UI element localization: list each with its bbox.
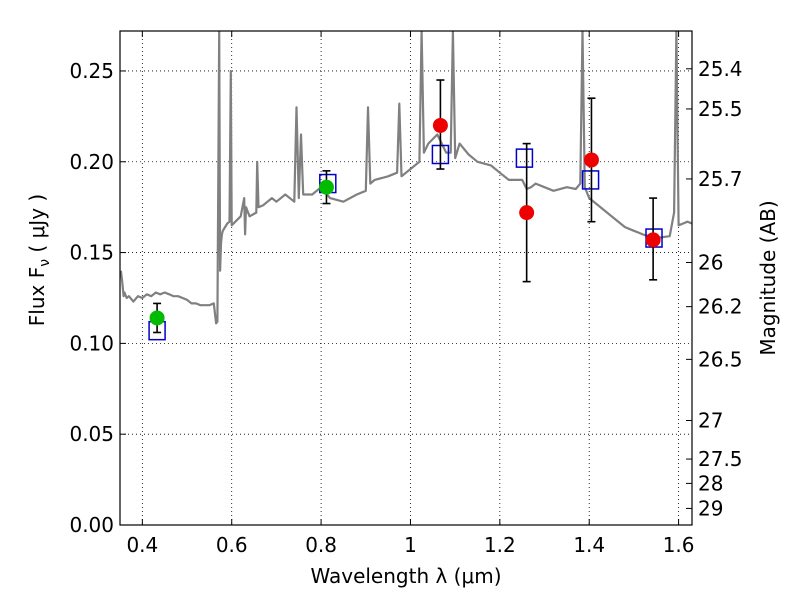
observed-photometry-point — [519, 205, 535, 221]
observed-photometry-point — [645, 232, 661, 248]
y2-tick-label: 25.4 — [698, 57, 743, 81]
model-photometry-square — [581, 170, 600, 190]
y-axis-label: Flux Fν ( μJy ) — [25, 194, 53, 326]
x-tick-label: 1.6 — [663, 533, 695, 557]
y-tick-label: 0.20 — [69, 150, 114, 174]
y2-tick-label: 29 — [698, 496, 723, 520]
x-tick-label: 1.4 — [573, 533, 605, 557]
y-tick-label: 0.10 — [69, 331, 114, 355]
x-tick-label: 1 — [404, 533, 417, 557]
x-tick-label: 1.2 — [484, 533, 516, 557]
grid-lines — [120, 31, 692, 526]
axis-ticks: 0.4 0.6 0.8 1 1.2 1.4 1.6 0.00 0.05 0.10 0.15 0.20 0… — [69, 31, 743, 557]
y-axis-label-main: Flux F — [25, 267, 49, 326]
observed-photometry-point — [318, 179, 334, 195]
y2-tick-label: 26 — [698, 250, 723, 274]
y2-tick-label: 27.5 — [698, 447, 743, 471]
observed-photometry-point — [432, 117, 448, 133]
plot-frame — [119, 30, 693, 526]
y-tick-label: 0.15 — [69, 241, 114, 265]
y2-tick-label: 26.5 — [698, 347, 743, 371]
observed-photometry-point — [583, 152, 599, 168]
y-tick-label: 0.25 — [69, 59, 114, 83]
y-tick-label: 0.05 — [69, 422, 114, 446]
observed-photometry-point — [149, 310, 165, 326]
y2-tick-label: 27 — [698, 408, 723, 432]
y2-tick-label: 25.5 — [698, 97, 743, 121]
y2-tick-label: 25.7 — [698, 167, 743, 191]
y2-tick-label: 26.2 — [698, 295, 743, 319]
x-axis-label: Wavelength λ (μm) — [310, 564, 501, 588]
model-photometry-square — [515, 148, 534, 168]
y2-axis-label: Magnitude (AB) — [756, 200, 780, 355]
model-spectrum-line — [120, 31, 692, 325]
y-tick-label: 0.00 — [69, 513, 114, 537]
y-axis-label-subscript: ν — [37, 259, 53, 267]
x-tick-label: 0.4 — [126, 533, 158, 557]
x-tick-label: 0.6 — [216, 533, 248, 557]
y2-tick-label: 28 — [698, 471, 723, 495]
y-axis-label-unit: ( μJy ) — [25, 194, 49, 259]
x-tick-label: 0.8 — [305, 533, 337, 557]
plot-area — [120, 31, 692, 341]
